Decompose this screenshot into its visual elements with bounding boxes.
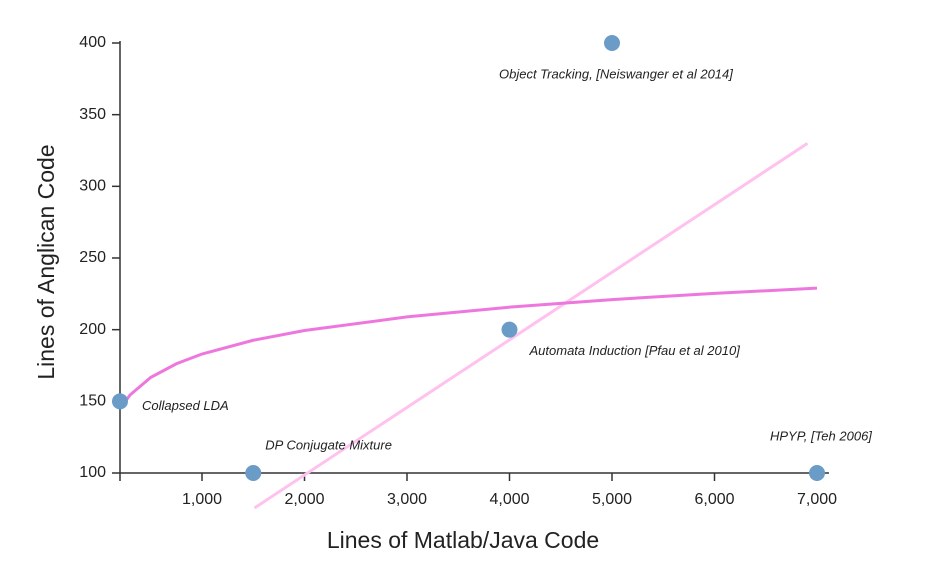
point-label: Object Tracking, [Neiswanger et al 2014] xyxy=(499,66,733,81)
point-label: Collapsed LDA xyxy=(142,398,229,413)
x-axis-label: Lines of Matlab/Java Code xyxy=(327,527,599,553)
point xyxy=(245,465,262,481)
y-tick-label: 150 xyxy=(79,393,106,410)
y-tick-label: 250 xyxy=(79,249,106,266)
fit-line xyxy=(118,286,818,410)
y-tick-label: 100 xyxy=(79,464,106,481)
x-tick-label: 3,000 xyxy=(387,491,427,508)
x-tick-label: 2,000 xyxy=(284,491,324,508)
y-tick-label: 400 xyxy=(79,34,106,51)
point-label: HPYP, [Teh 2006] xyxy=(770,428,872,443)
x-tick-label: 6,000 xyxy=(694,491,734,508)
y-tick-label: 300 xyxy=(79,178,106,195)
point xyxy=(604,35,620,51)
x-tick-label: 7,000 xyxy=(797,491,837,508)
y-tick-label: 350 xyxy=(79,106,106,123)
x-tick-label: 5,000 xyxy=(592,491,632,508)
point-label: DP Conjugate Mixture xyxy=(265,437,392,452)
x-tick-label: 4,000 xyxy=(489,491,529,508)
point xyxy=(809,465,825,481)
point xyxy=(501,321,518,338)
y-axis-label: Lines of Anglican Code xyxy=(33,144,59,379)
point-label: Automata Induction [Pfau et al 2010] xyxy=(529,343,741,358)
fit-line xyxy=(253,142,809,510)
y-tick-label: 200 xyxy=(79,321,106,338)
point xyxy=(112,393,128,410)
x-tick-label: 1,000 xyxy=(182,491,222,508)
